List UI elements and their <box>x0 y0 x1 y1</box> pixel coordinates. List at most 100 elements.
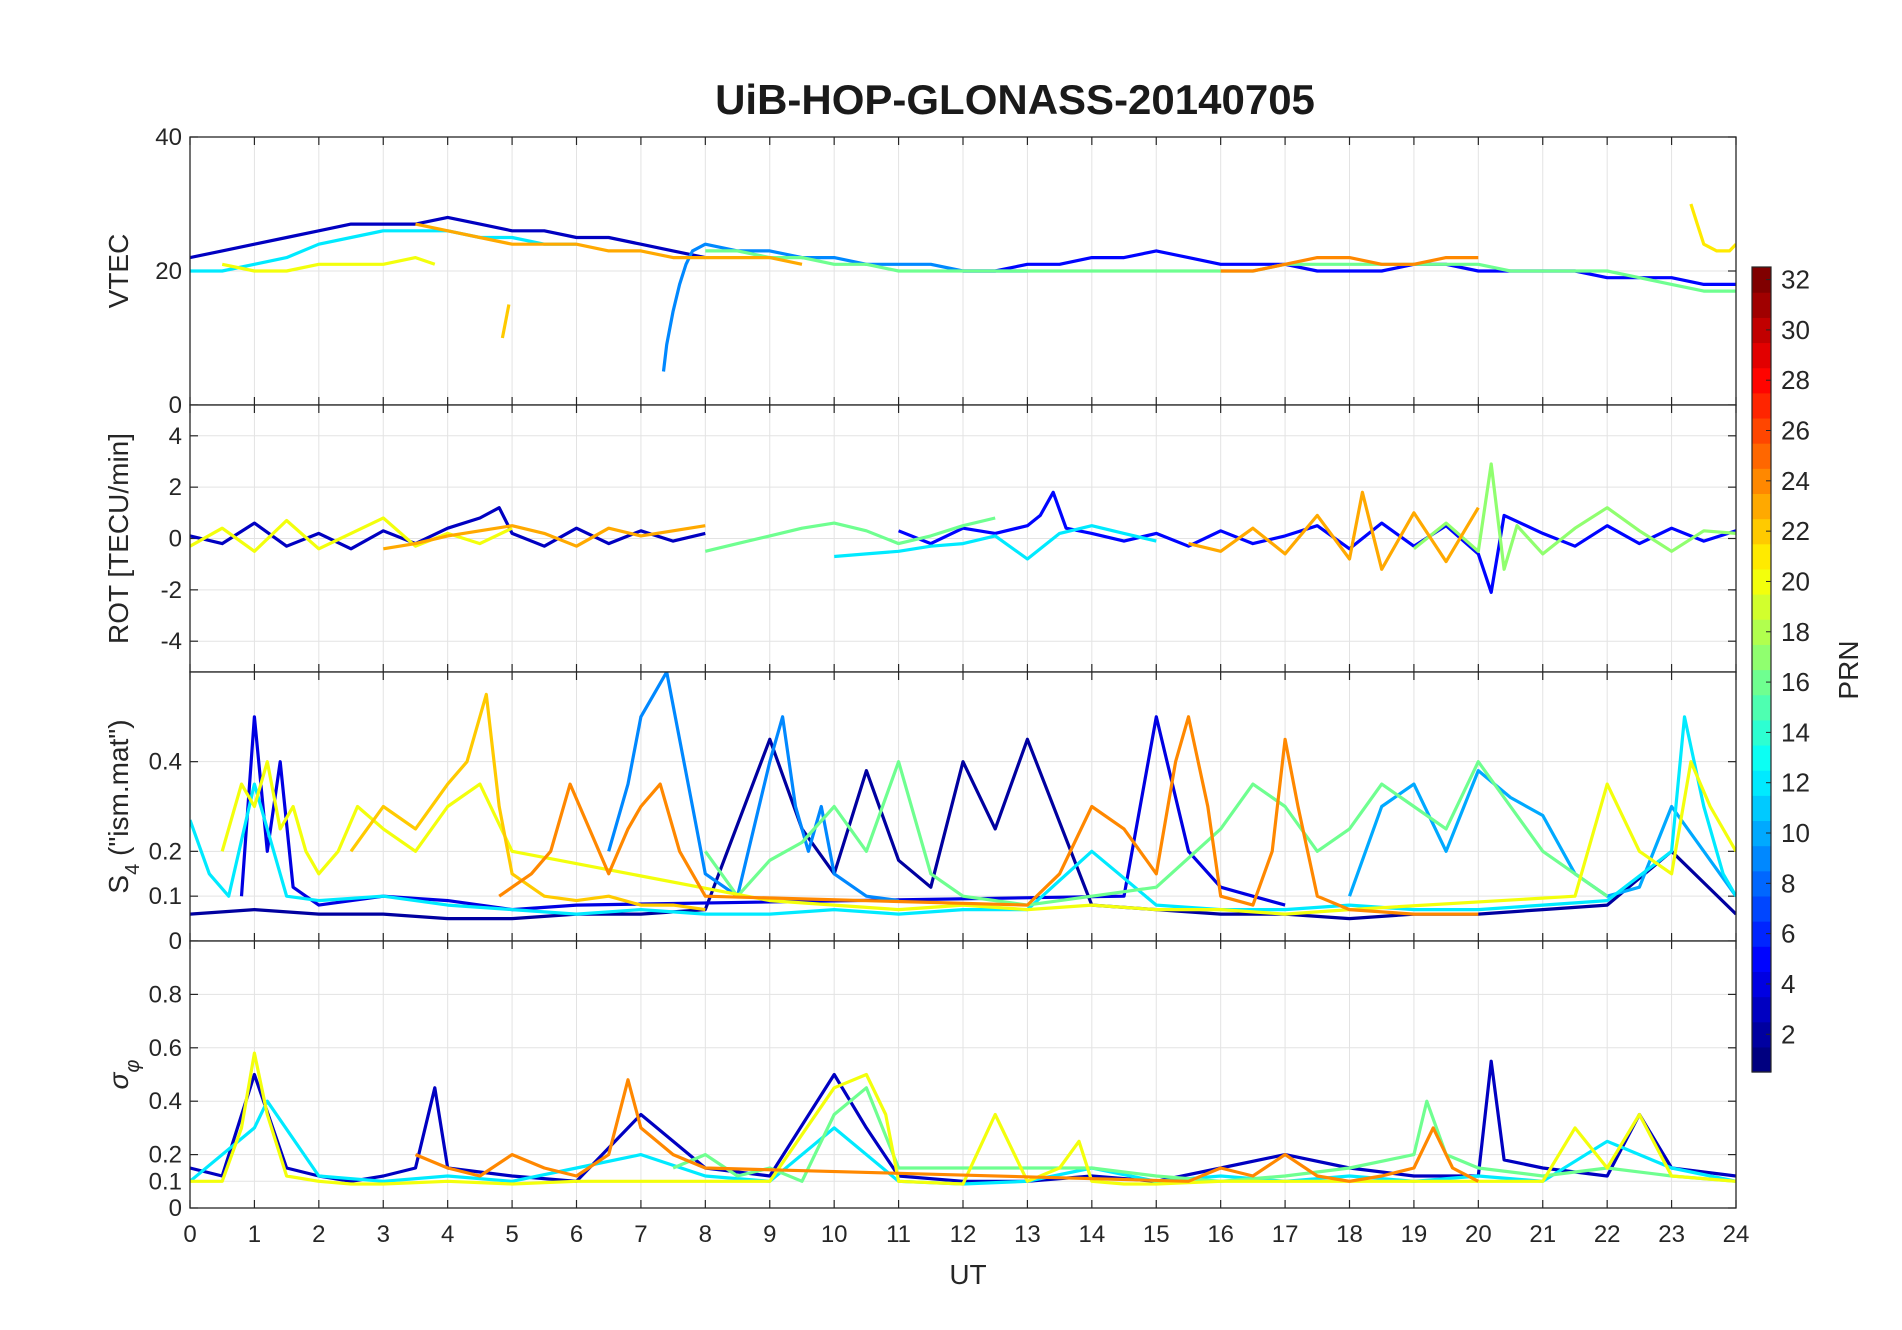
y-tick-label: 0 <box>169 392 182 419</box>
colorbar-segment <box>1752 1046 1771 1073</box>
colorbar-segment <box>1752 921 1771 947</box>
series-line-prn-3 <box>190 215 706 260</box>
colorbar-segment <box>1752 870 1771 897</box>
y-tick-label: 0 <box>169 1195 182 1222</box>
x-tick-label: 2 <box>312 1221 325 1248</box>
colorbar-segment <box>1752 367 1771 394</box>
y-tick-label: 0.2 <box>149 1142 182 1169</box>
x-tick-label: 17 <box>1272 1221 1299 1248</box>
series-line-prn-21 <box>1689 203 1736 253</box>
chart-title: UiB-HOP-GLONASS-20140705 <box>715 76 1315 123</box>
x-axis-label: UT <box>949 1259 986 1290</box>
series-line-prn-22 <box>500 304 511 339</box>
x-tick-label: 16 <box>1207 1221 1234 1248</box>
colorbar-tick-label: 28 <box>1781 365 1810 395</box>
x-tick-label: 19 <box>1401 1221 1428 1248</box>
series-line-prn-9 <box>661 242 1028 372</box>
series-line-prn-3 <box>190 506 706 551</box>
y-tick-label: 0 <box>169 928 182 955</box>
colorbar-segment <box>1752 1021 1771 1048</box>
panel-2: -4 -2 0 2 4 ROT [TECU/min] <box>103 404 1737 673</box>
colorbar-segment <box>1752 669 1771 696</box>
colorbar-tick-label: 32 <box>1781 265 1810 295</box>
y-tick-label: 0.6 <box>149 1035 182 1062</box>
colorbar-segment <box>1752 744 1771 771</box>
colorbar-segment <box>1752 619 1771 645</box>
colorbar-segment <box>1752 820 1771 847</box>
colorbar-tick-label: 24 <box>1781 466 1810 496</box>
x-tick-label: 0 <box>183 1221 196 1248</box>
x-tick-labels: 0 1 2 3 4 5 6 7 8 9 10 11 12 13 14 15 16 17 18 19 20 21 22 23 24 <box>183 1221 1749 1248</box>
y-tick-label: 0 <box>169 526 182 553</box>
series-line-prn-4 <box>239 715 1286 912</box>
colorbar-segment <box>1752 719 1771 746</box>
y-tick-label: 2 <box>169 474 182 501</box>
colorbar-segment <box>1752 568 1771 595</box>
colorbar-segment <box>1752 895 1771 922</box>
colorbar-tick-label: 14 <box>1781 717 1810 747</box>
colorbar-label: PRN <box>1833 640 1864 699</box>
colorbar-frame <box>1751 266 1772 1073</box>
colorbar-segment <box>1752 996 1771 1023</box>
series-line-prn-20 <box>190 516 513 553</box>
y-tick-label: 0.2 <box>149 838 182 865</box>
x-tick-label: 14 <box>1078 1221 1105 1248</box>
series-line-prn-24 <box>498 715 1479 916</box>
y-axis-label: VTEC <box>103 234 134 309</box>
colorbar-tick-label: 26 <box>1781 416 1810 446</box>
y-tick-label: 0.1 <box>149 1168 182 1195</box>
colorbar-segment <box>1752 267 1771 293</box>
panel-1: 0 20 40 VTEC <box>103 124 1737 419</box>
series-line-prn-12 <box>190 715 1736 916</box>
colorbar-segment <box>1752 543 1771 570</box>
colorbar-segment <box>1752 795 1771 822</box>
y-tick-label: -2 <box>161 577 182 604</box>
series-line-prn-10 <box>1347 769 1736 898</box>
series-line-prn-5 <box>898 490 1736 594</box>
colorbar-segment <box>1752 770 1771 796</box>
series-line-prn-20 <box>221 256 436 273</box>
x-tick-label: 23 <box>1658 1221 1685 1248</box>
colorbar-tick-label: 2 <box>1781 1019 1795 1049</box>
y-axis-label: S4 ("ism.mat") <box>103 719 144 893</box>
colorbar-tick-label: 20 <box>1781 566 1810 596</box>
series-group <box>190 203 1736 372</box>
colorbar-segment <box>1752 971 1771 998</box>
colorbar-segment <box>1752 644 1771 671</box>
colorbar-tick-label: 30 <box>1781 315 1810 345</box>
colorbar-segment <box>1752 292 1771 318</box>
x-tick-label: 10 <box>821 1221 848 1248</box>
y-tick-label: -4 <box>161 628 182 655</box>
colorbar-segment <box>1752 468 1771 495</box>
x-tick-label: 22 <box>1594 1221 1621 1248</box>
y-tick-label: 4 <box>169 423 182 450</box>
colorbar-segment <box>1752 392 1771 419</box>
series-line-prn-23 <box>415 222 803 266</box>
colorbar-segment <box>1752 845 1771 872</box>
panel-3: 0 0.1 0.2 0.4S4 ("ism.mat") <box>103 671 1737 955</box>
x-tick-label: 3 <box>377 1221 390 1248</box>
series-line-prn-12 <box>190 229 577 273</box>
series-line-prn-23 <box>1188 490 1480 571</box>
x-tick-label: 5 <box>505 1221 518 1248</box>
series-line-prn-16 <box>704 516 996 553</box>
series-line-prn-20 <box>190 1051 1736 1186</box>
y-axis-label: σφ <box>103 1060 144 1090</box>
x-tick-label: 11 <box>886 1221 911 1248</box>
colorbar-segment <box>1752 518 1771 545</box>
x-tick-label: 13 <box>1014 1221 1041 1248</box>
series-line-prn-20 <box>220 760 1736 916</box>
x-tick-label: 6 <box>570 1221 583 1248</box>
colorbar-segment <box>1752 594 1771 620</box>
series-line-prn-17 <box>1412 462 1736 571</box>
x-tick-label: 9 <box>763 1221 776 1248</box>
x-tick-label: 18 <box>1336 1221 1363 1248</box>
x-tick-label: 24 <box>1723 1221 1750 1248</box>
colorbar-tick-label: 22 <box>1781 516 1810 546</box>
series-line-prn-5 <box>963 249 1736 286</box>
series-group <box>190 1051 1736 1186</box>
panel-frame <box>189 940 1737 1209</box>
